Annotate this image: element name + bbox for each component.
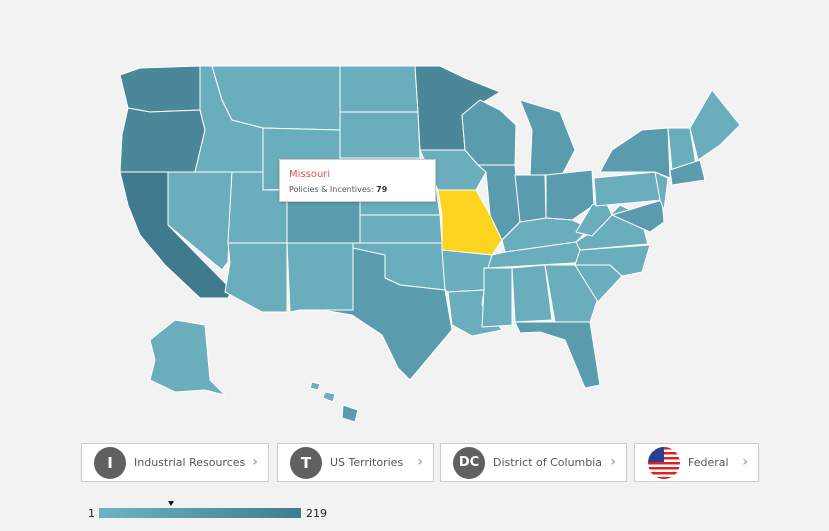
industrial-resources-button[interactable]: I Industrial Resources › bbox=[81, 443, 269, 482]
button-label: US Territories bbox=[330, 456, 404, 469]
district-of-columbia-icon: DC bbox=[453, 446, 485, 479]
us-territories-button[interactable]: T US Territories › bbox=[277, 443, 434, 482]
state-mass-ct-ri[interactable] bbox=[669, 159, 706, 186]
tooltip-value: 79 bbox=[376, 185, 388, 194]
state-new-york[interactable] bbox=[599, 127, 671, 179]
federal-button[interactable]: Federal › bbox=[634, 443, 759, 482]
state-maryland-delaware[interactable] bbox=[611, 199, 665, 233]
state-south-dakota[interactable] bbox=[339, 111, 421, 159]
us-flag-icon bbox=[648, 446, 680, 479]
state-wisconsin[interactable] bbox=[461, 99, 517, 166]
state-alaska[interactable] bbox=[149, 319, 226, 396]
tooltip-label: Policies & Incentives: bbox=[289, 185, 374, 194]
state-michigan[interactable] bbox=[519, 99, 576, 176]
chevron-right-icon: › bbox=[417, 454, 423, 470]
district-of-columbia-button[interactable]: DC District of Columbia › bbox=[440, 443, 627, 482]
state-arizona[interactable] bbox=[224, 242, 288, 313]
legend-max: 219 bbox=[306, 507, 327, 520]
tooltip-metric: Policies & Incentives: 79 bbox=[289, 185, 435, 194]
us-map bbox=[119, 65, 741, 423]
industrial-resources-icon: I bbox=[94, 446, 126, 479]
button-label: Federal bbox=[688, 456, 729, 469]
state-hawaii-3[interactable] bbox=[341, 404, 359, 423]
state-kansas[interactable] bbox=[359, 214, 443, 244]
state-north-dakota[interactable] bbox=[339, 65, 419, 113]
legend-value-marker bbox=[168, 501, 175, 506]
button-label: District of Columbia bbox=[493, 456, 603, 469]
button-label: Industrial Resources bbox=[134, 456, 246, 469]
state-missouri[interactable] bbox=[437, 189, 503, 256]
state-pennsylvania[interactable] bbox=[593, 171, 663, 207]
chevron-right-icon: › bbox=[742, 454, 748, 470]
state-new-mexico[interactable] bbox=[286, 242, 354, 313]
state-alabama[interactable] bbox=[511, 264, 553, 323]
state-hawaii-2[interactable] bbox=[322, 391, 336, 403]
chevron-right-icon: › bbox=[610, 454, 616, 470]
legend-min: 1 bbox=[88, 507, 95, 520]
state-washington[interactable] bbox=[119, 65, 201, 113]
state-indiana[interactable] bbox=[514, 174, 547, 223]
chevron-right-icon: › bbox=[252, 454, 258, 470]
state-florida[interactable] bbox=[514, 321, 601, 389]
tooltip-title: Missouri bbox=[289, 169, 331, 180]
state-mississippi[interactable] bbox=[481, 267, 513, 328]
legend-gradient-bar bbox=[99, 508, 301, 518]
state-maine[interactable] bbox=[689, 89, 741, 161]
state-hawaii-1[interactable] bbox=[309, 381, 321, 391]
state-texas[interactable] bbox=[321, 247, 453, 381]
state-tooltip: Missouri Policies & Incentives: 79 bbox=[279, 159, 436, 202]
state-oregon[interactable] bbox=[119, 107, 206, 173]
state-ohio[interactable] bbox=[545, 169, 595, 221]
us-territories-icon: T bbox=[290, 446, 322, 479]
state-north-carolina[interactable] bbox=[574, 244, 651, 277]
